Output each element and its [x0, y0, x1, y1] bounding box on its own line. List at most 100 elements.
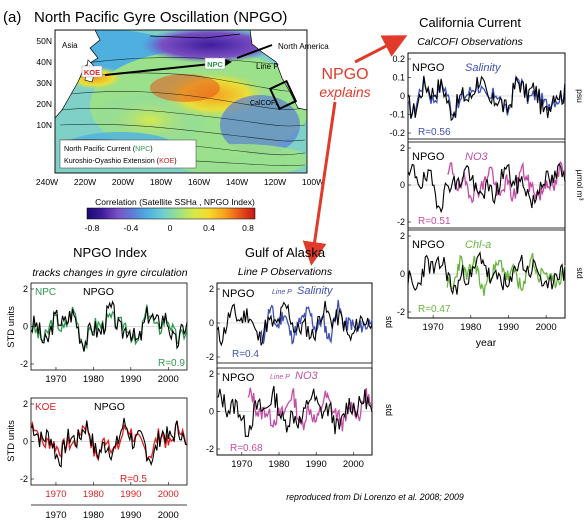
- map-frame: [54, 29, 308, 174]
- r-value: R=0.4: [232, 349, 259, 360]
- x-tick-label: 1980: [83, 489, 104, 500]
- series-line-npgo: [407, 251, 566, 296]
- koe-map-label: KOE: [84, 68, 100, 77]
- series-line-chla: [446, 252, 566, 296]
- npgo-index-subtitle: tracks changes in gyre circulation: [32, 267, 187, 279]
- y-tick-label: 2: [23, 399, 28, 409]
- y-tick-label: -2: [20, 474, 28, 484]
- california-salinity-plot: 0.2 0.1 0 -0.1 -0.2 NPGO Salinity R=0.56 psu: [389, 52, 585, 140]
- longitude-label: 240W: [36, 177, 58, 187]
- series-line-no3: [447, 160, 566, 204]
- y-tick-label: 0: [400, 269, 405, 279]
- y-tick-label: 2: [209, 369, 214, 379]
- x-tick-label: 1980: [460, 322, 481, 333]
- unit-label: std: [384, 316, 394, 328]
- colorbar-tick-label: 0.4: [203, 223, 215, 233]
- x-axis-label: year: [476, 337, 497, 349]
- npgo-index-title: NPGO Index: [73, 245, 147, 260]
- panel-label: (a): [3, 9, 21, 26]
- y-axis-label: STD units: [6, 420, 17, 462]
- y-tick-label: 0.1: [392, 73, 405, 83]
- unit-label: psu: [575, 89, 585, 103]
- x-tick-label: 1990: [120, 510, 141, 521]
- legend-koe: Kuroshio-Oyashio Extension (KOE): [64, 156, 177, 165]
- california-subtitle: CalCOFI Observations: [417, 36, 523, 48]
- unit-label: µmol m³: [575, 170, 585, 201]
- y-tick-label: -0.2: [389, 128, 405, 138]
- longitude-label: 180W: [150, 177, 172, 187]
- series-line-npc: [30, 304, 188, 352]
- x-tick-label: 2000: [158, 510, 179, 521]
- line-p-label: Line P: [256, 62, 279, 71]
- npgo-tag: NPGO: [412, 151, 445, 163]
- latitude-labels: 50N 40N 30N 20N 10N: [36, 36, 52, 130]
- x-tick-label: 1990: [120, 374, 141, 385]
- x-tick-label: 1980: [83, 510, 104, 521]
- asia-label: Asia: [62, 41, 78, 50]
- x-tick-label: 2000: [343, 459, 364, 470]
- longitude-labels: 240W 220W 200W 180W 160W 140W 120W 100W: [36, 177, 324, 187]
- series-line-npgo: [216, 385, 373, 438]
- latitude-label: 40N: [36, 57, 52, 67]
- r-value: R=0.56: [418, 127, 451, 138]
- colorbar-tick-label: -0.8: [85, 223, 100, 233]
- y-tick-label: 0: [209, 407, 214, 417]
- longitude-label: 100W: [302, 177, 324, 187]
- npgo-tag: NPGO: [412, 62, 445, 74]
- npgo-tag: NPGO: [83, 286, 114, 298]
- california-title: California Current: [419, 15, 521, 30]
- series-line-npgo: [407, 75, 566, 122]
- x-tick-label: 1980: [83, 374, 104, 385]
- california-chla-plot: 2 0 -2 1970 1980 1990 2000 NPGO Chl-a R=0.47 std: [397, 229, 585, 333]
- gulf-no3-plot: 2 0 -2 1970 1980 1990 2000 NPGO Line P NO3 R=0.68 s…: [206, 367, 394, 470]
- map-legend: [59, 139, 197, 169]
- gulf-title: Gulf of Alaska: [245, 245, 326, 260]
- unit-label: std: [575, 267, 585, 279]
- gulf-frame: [216, 282, 373, 456]
- california-no3-plot: 2 0 -2 NPGO NO3 R=0.51 µmol m³: [397, 141, 585, 229]
- x-tick-label: 1990: [306, 459, 327, 470]
- x-tick-label: 1990: [498, 322, 519, 333]
- x-tick-label: 1970: [45, 489, 66, 500]
- latitude-label: 50N: [36, 36, 52, 46]
- r-value: R=0.5: [120, 474, 147, 485]
- line-p-transect: [236, 44, 273, 59]
- x-tick-label: 1990: [120, 489, 141, 500]
- npgo-tag: NPGO: [222, 288, 255, 300]
- gulf-subtitle: Line P Observations: [238, 266, 333, 278]
- north-america-label: North America: [278, 42, 329, 51]
- longitude-label: 160W: [188, 177, 210, 187]
- colorbar-tick-label: -0.4: [124, 223, 139, 233]
- x-tick-label: 2000: [536, 322, 557, 333]
- colorbar-tick-label: 0: [168, 223, 173, 233]
- line-p-prefix: Line P: [272, 289, 292, 296]
- r-value: R=0.47: [418, 304, 451, 315]
- colorbar-title: Correlation (Satellite SSHa , NPGO Index…: [95, 197, 255, 207]
- r-value: R=0.9: [158, 358, 185, 369]
- var-label: Salinity: [465, 62, 502, 74]
- x-tick-label: 1970: [423, 322, 444, 333]
- npgo-explains-line1: NPGO: [321, 66, 368, 83]
- colorbar-ticks: -0.8 -0.4 0 0.4 0.8: [85, 223, 255, 233]
- y-tick-label: 0: [400, 91, 405, 101]
- y-tick-label: -2: [20, 359, 28, 369]
- longitude-label: 200W: [112, 177, 134, 187]
- npc-map-label: NPC: [207, 60, 223, 69]
- npgo-koe-plot: 2 0 -2 1970 1980 1990 2000 KOE NPGO R=0.5: [20, 397, 188, 500]
- y-tick-label: 0: [23, 322, 28, 332]
- y-axis-label: STD units: [6, 306, 17, 348]
- y-tick-label: 2: [400, 231, 405, 241]
- y-tick-label: 2: [209, 284, 214, 294]
- gulf-salinity-plot: 2 0 -2 NPGO Line P Salinity R=0.4 std: [206, 282, 394, 364]
- map-title: North Pacific Gyre Oscillation (NPGO): [34, 9, 287, 26]
- series-line-npgo: [216, 300, 373, 347]
- longitude-label: 140W: [226, 177, 248, 187]
- y-tick-label: -2: [206, 444, 214, 454]
- npc-tag: NPC: [35, 287, 56, 298]
- colorbar-tick-label: 0.8: [242, 223, 254, 233]
- y-tick-label: -2: [206, 352, 214, 362]
- colorbar: [86, 207, 256, 220]
- y-tick-label: 2: [23, 284, 28, 294]
- x-tick-label: 1970: [45, 374, 66, 385]
